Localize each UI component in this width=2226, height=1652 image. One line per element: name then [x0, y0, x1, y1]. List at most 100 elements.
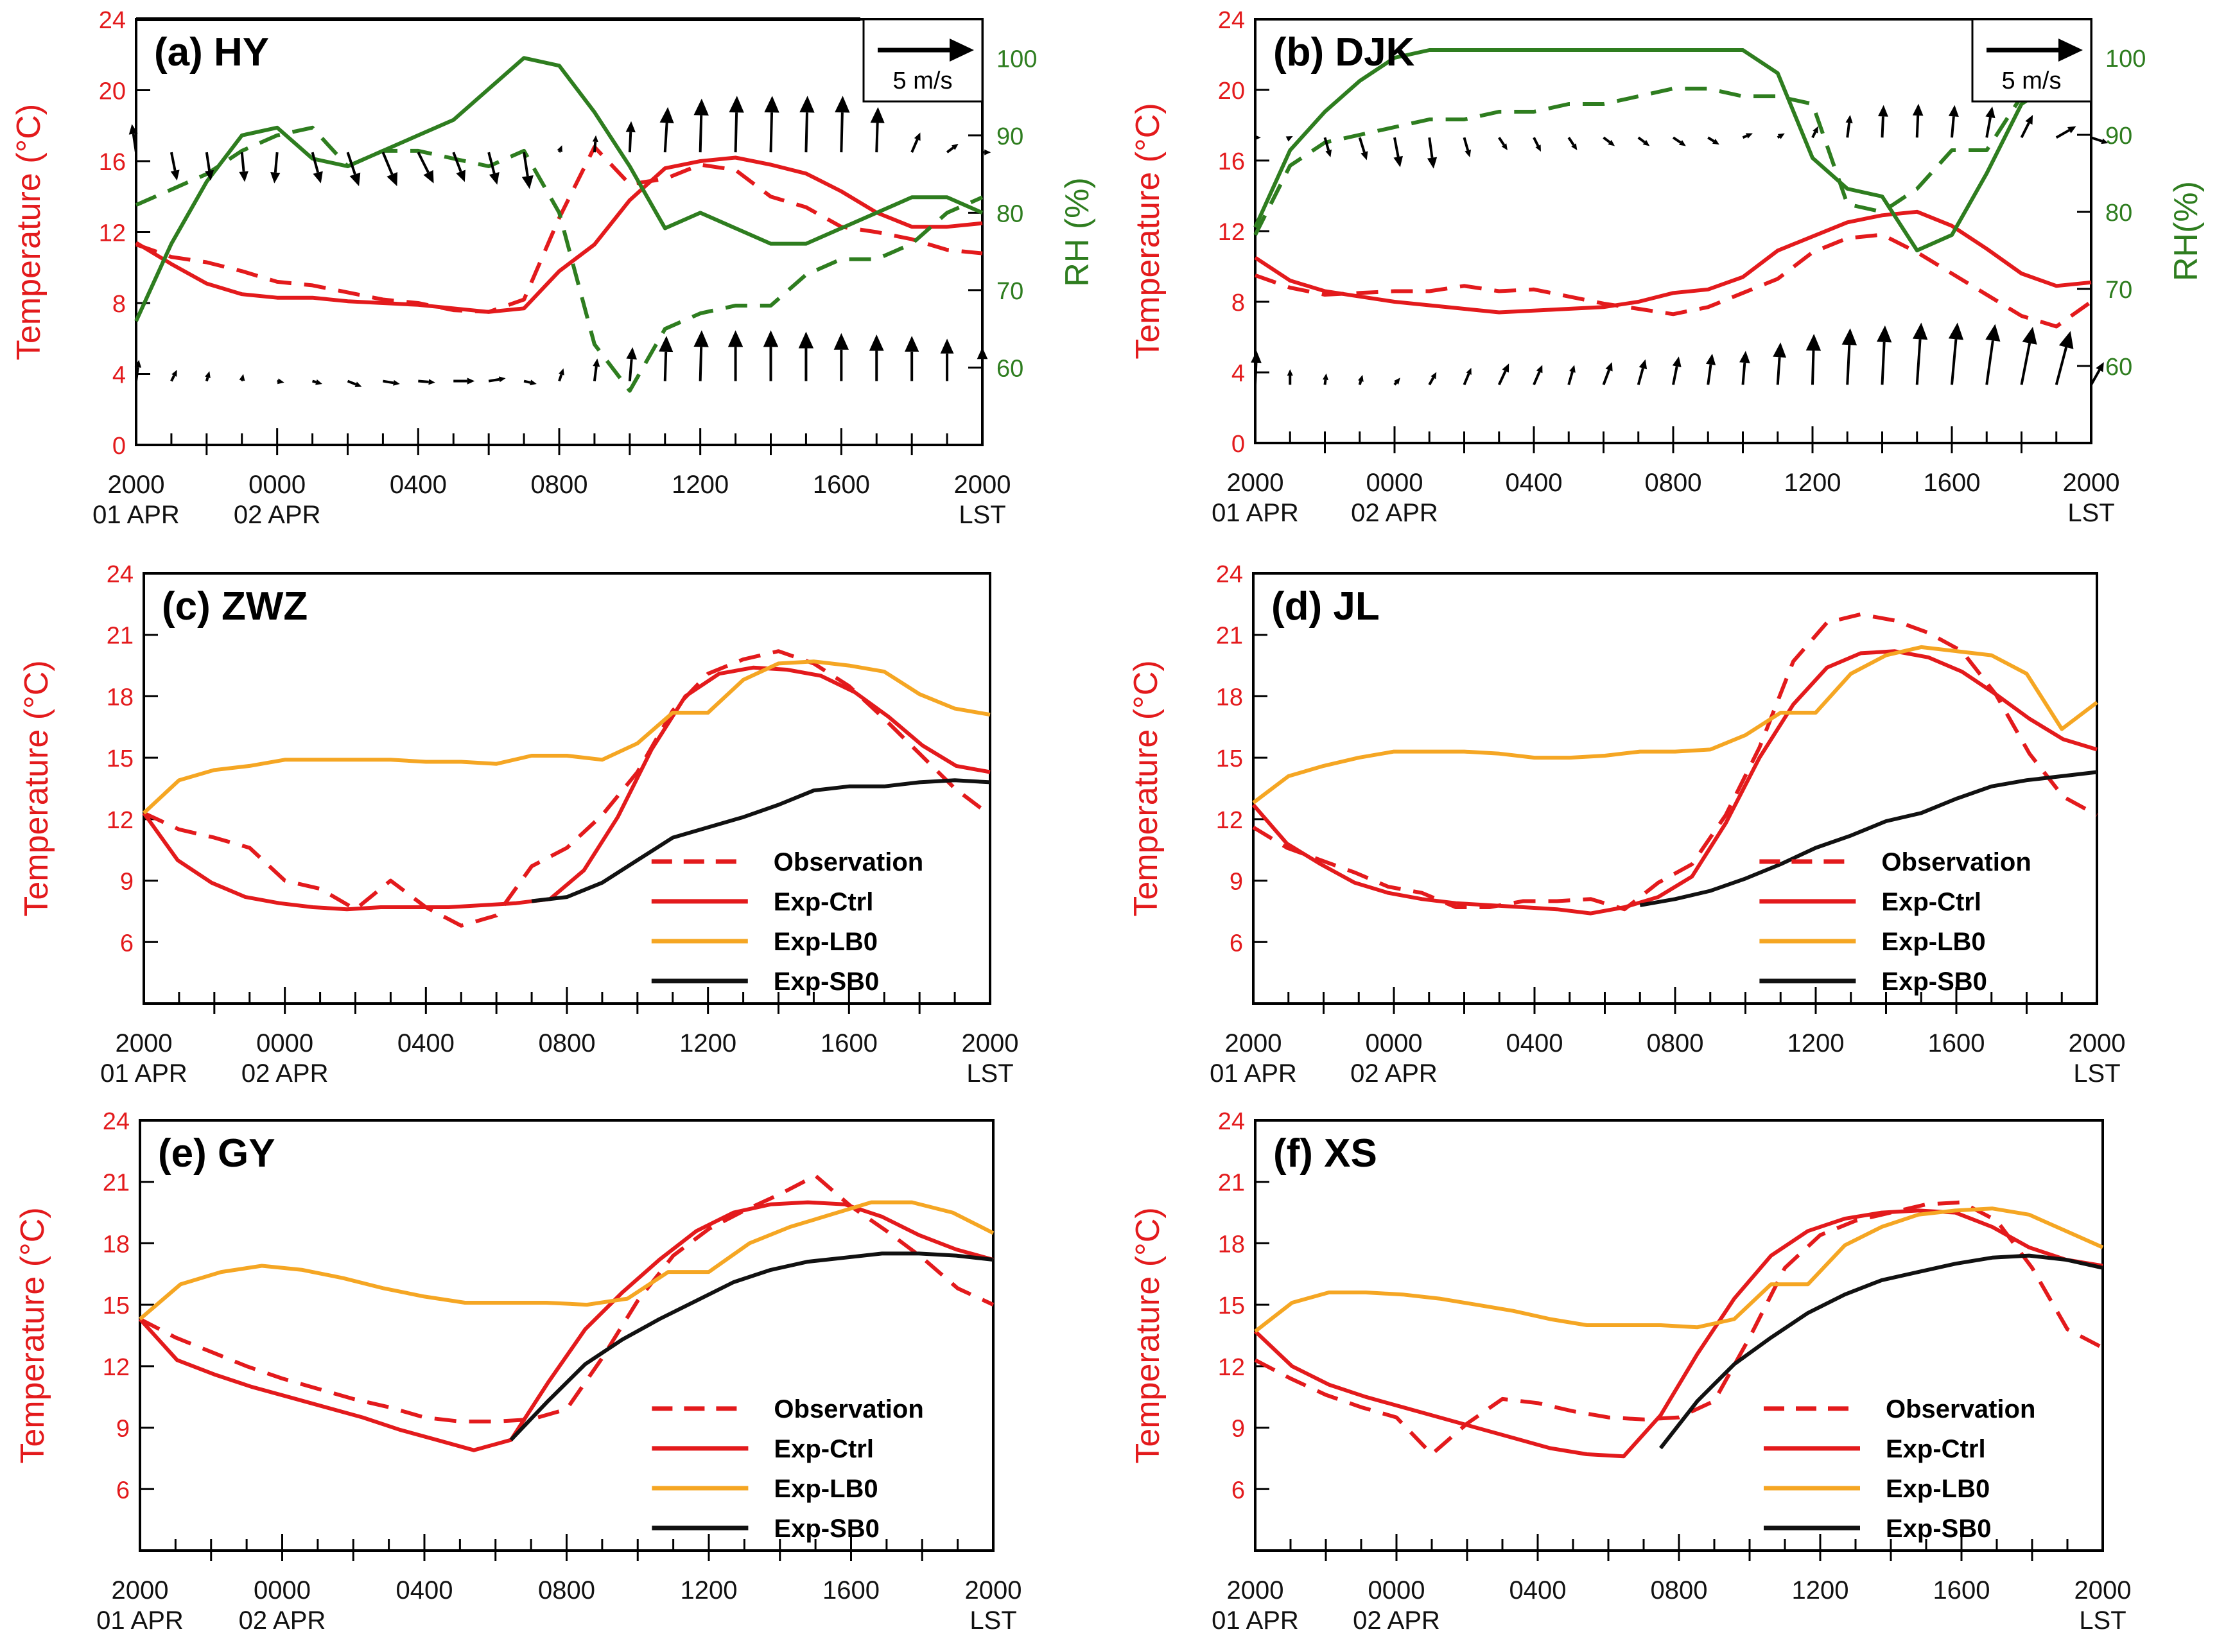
y-tick-label: 24 [107, 561, 134, 588]
series-line-exp-ctrl [1251, 649, 2098, 916]
wind-vector-head [1466, 367, 1472, 375]
wind-vector [347, 379, 362, 387]
wind-vector [1323, 137, 1332, 158]
panel-title: (c) ZWZ [162, 584, 308, 629]
wind-vector [1777, 133, 1785, 139]
wind-vector-head [1845, 115, 1853, 124]
x-tick-label: 2000 [2063, 469, 2120, 497]
wind-vector [417, 152, 434, 184]
wind-vector [1742, 133, 1753, 139]
wind-vector-shaft [488, 378, 500, 383]
wind-vector-head [905, 336, 919, 352]
legend-label: Exp-SB0 [1881, 968, 1987, 996]
wind-vector-head [239, 374, 245, 381]
y-tick-label: 12 [1216, 807, 1243, 834]
x-tick-label: 0000 [1366, 469, 1423, 497]
x-tick-label: 2000 [2074, 1576, 2132, 1604]
wind-vector [1393, 137, 1403, 168]
x-tick-sublabel: LST [2067, 499, 2114, 527]
wind-vector-head [940, 338, 954, 354]
wind-vector-head [727, 330, 743, 347]
wind-vector-head [1285, 136, 1293, 142]
y2-tick-label: 80 [2105, 200, 2132, 227]
wind-vector-shaft [1533, 137, 1540, 147]
wind-vector [1845, 115, 1853, 138]
wind-vector-shaft [699, 347, 703, 381]
wind-vector-head [1777, 133, 1785, 139]
wind-vector-shaft [663, 123, 668, 153]
wind-vector-head [1813, 126, 1818, 134]
wind-vector [799, 96, 815, 153]
wind-vector [134, 360, 142, 381]
wind-vector-head [869, 334, 884, 351]
wind-vector-shaft [1707, 364, 1712, 385]
y2-tick-label: 60 [996, 355, 1023, 382]
wind-vector-head [1358, 374, 1364, 382]
wind-vector [1463, 367, 1472, 386]
wind-vector-shaft [1463, 373, 1470, 386]
x-tick-sublabel: LST [966, 1059, 1013, 1088]
wind-vector [1876, 325, 1892, 385]
panel-title: (b) DJK [1273, 30, 1415, 74]
panel-title: (f) XS [1273, 1131, 1377, 1176]
wind-vector-head [593, 358, 600, 367]
wind-vector [2020, 327, 2037, 385]
y-tick-label: 9 [1230, 869, 1243, 896]
x-tick-label: 1200 [679, 1029, 736, 1057]
wind-vector [170, 369, 177, 382]
wind-vector-shaft [910, 139, 919, 153]
x-tick-label: 2000 [962, 1029, 1019, 1057]
wind-vector-shaft [1393, 381, 1398, 386]
wind-vector-shaft [135, 367, 139, 381]
wind-vector-shaft [170, 152, 177, 171]
wind-vector-head [456, 170, 465, 182]
wind-vector [1637, 359, 1648, 385]
wind-vector-head [1841, 328, 1857, 345]
y2-tick-label: 70 [996, 278, 1023, 305]
wind-vector [869, 334, 884, 381]
wind-vector-shaft [523, 152, 529, 177]
wind-vector [982, 149, 991, 155]
series-line-exp-lb0 [139, 1200, 995, 1321]
x-tick-label: 2000 [2069, 1029, 2126, 1057]
series-line-observation-rh [1253, 79, 2092, 236]
wind-vector [487, 152, 500, 185]
wind-vector-shaft [1985, 340, 1994, 385]
wind-vector [312, 379, 322, 385]
x-tick-label: 2000 [1227, 1576, 1284, 1604]
wind-scale-arrow-head [950, 39, 974, 62]
y-tick-label: 12 [107, 807, 134, 834]
wind-vector-head [277, 378, 284, 385]
wind-vector [383, 379, 400, 386]
series-line-exp-sb0 [531, 778, 991, 903]
wind-vector-head [1912, 103, 1924, 116]
wind-vector-head [2101, 138, 2109, 144]
wind-vector-head [428, 379, 435, 385]
wind-vector-shaft [1323, 379, 1327, 385]
wind-vector [977, 347, 988, 381]
y-tick-label: 21 [1216, 623, 1243, 650]
wind-vector-shaft [487, 152, 496, 174]
wind-vector-head [659, 336, 674, 352]
wind-vector-head [870, 107, 885, 123]
y-tick-label: 6 [120, 930, 134, 957]
wind-vector-shaft [699, 115, 703, 153]
legend-label: Exp-Ctrl [774, 888, 874, 916]
wind-vector-shaft [1358, 137, 1366, 153]
wind-vector [693, 330, 709, 381]
wind-vector-head [798, 331, 814, 349]
y-tick-label: 9 [116, 1416, 130, 1443]
x-tick-sublabel: 01 APR [96, 1606, 184, 1635]
wind-vector-head [1773, 342, 1787, 358]
wind-vector-head [128, 124, 138, 135]
wind-vector-head [1805, 334, 1822, 351]
wind-vector [170, 152, 180, 181]
wind-vector-head [1501, 143, 1508, 151]
x-tick-label: 0400 [397, 1029, 455, 1057]
x-tick-label: 0000 [1368, 1576, 1425, 1604]
y-axis-label: Temperature (°C) [10, 104, 48, 360]
y-tick-label: 15 [1216, 745, 1243, 772]
wind-vector-shaft [1358, 380, 1362, 385]
wind-vector [593, 358, 600, 381]
